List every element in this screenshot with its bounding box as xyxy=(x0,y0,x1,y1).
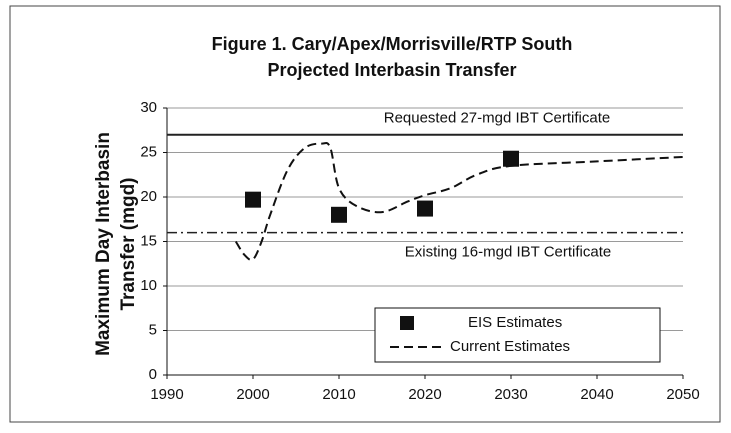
x-tick-label: 1990 xyxy=(150,386,183,403)
y-tick-label: 0 xyxy=(149,366,157,383)
legend-label: EIS Estimates xyxy=(468,314,562,331)
marker xyxy=(245,191,261,208)
reference-label: Existing 16-mgd IBT Certificate xyxy=(405,244,611,261)
x-tick-label: 2030 xyxy=(494,386,527,403)
reference-label: Requested 27-mgd IBT Certificate xyxy=(384,110,611,127)
x-tick-label: 2010 xyxy=(322,386,355,403)
legend-box xyxy=(374,307,661,363)
y-tick-label: 20 xyxy=(140,188,157,205)
y-tick-label: 30 xyxy=(140,99,157,116)
y-tick-label: 5 xyxy=(149,321,157,338)
chart-title: Figure 1. Cary/Apex/Morrisville/RTP Sout… xyxy=(212,34,573,54)
y-axis-label: Maximum Day Interbasin xyxy=(93,132,114,356)
x-tick-label: 2020 xyxy=(408,386,441,403)
x-tick-label: 2000 xyxy=(236,386,269,403)
legend-label: Current Estimates xyxy=(450,338,570,355)
marker xyxy=(331,206,347,223)
series-line xyxy=(234,142,684,261)
y-tick-label: 10 xyxy=(140,277,157,294)
legend-marker xyxy=(400,316,414,330)
marker xyxy=(417,200,433,217)
marker xyxy=(503,150,519,167)
y-tick-label: 15 xyxy=(140,232,157,249)
x-tick-label: 2050 xyxy=(666,386,699,403)
y-tick-label: 25 xyxy=(140,143,157,160)
y-axis-label: Transfer (mgd) xyxy=(118,177,139,310)
chart-title: Projected Interbasin Transfer xyxy=(267,60,516,80)
x-tick-label: 2040 xyxy=(580,386,613,403)
